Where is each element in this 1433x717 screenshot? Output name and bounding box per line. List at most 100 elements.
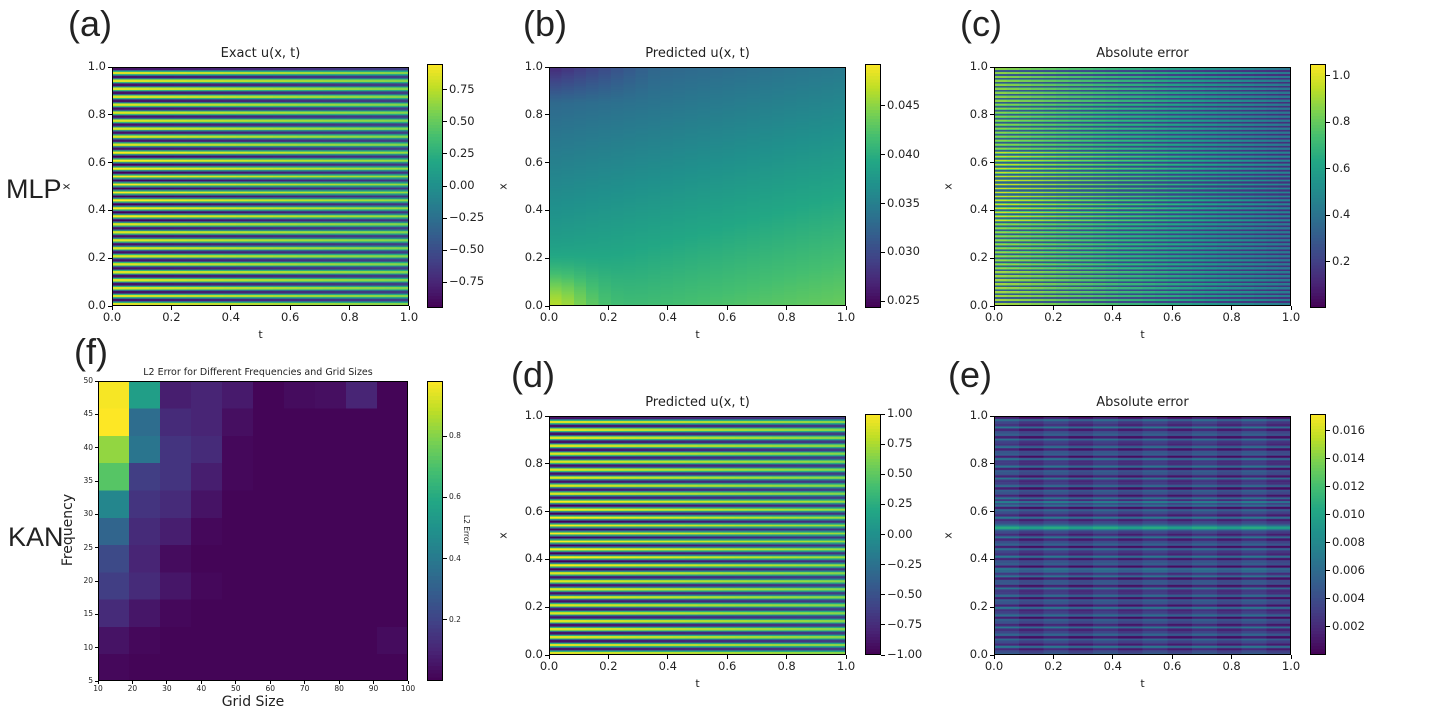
x-tick-mark [607, 655, 609, 659]
y-tick-mark [990, 415, 994, 417]
y-tick-mark [990, 114, 994, 116]
x-tick-mark [993, 306, 995, 310]
heatmap-cell [129, 408, 161, 436]
colorbar-tick-label: 0.2 [1332, 255, 1350, 268]
y-tick-label: 0.2 [954, 601, 988, 613]
colorbar-tick-mark [443, 281, 447, 283]
heatmap-cell [346, 599, 378, 627]
x-tick-label: 0.4 [654, 660, 682, 673]
heatmap-cell [315, 599, 347, 627]
y-tick-mark [95, 547, 98, 549]
y-tick-label: 0.8 [72, 108, 106, 121]
x-tick-mark [1112, 655, 1114, 659]
heatmap-cell [315, 462, 347, 491]
heatmap-cell [377, 435, 408, 464]
colorbar-tick-mark [881, 624, 885, 626]
x-tick-mark [548, 655, 550, 659]
x-tick-mark [1231, 655, 1233, 659]
heatmap-cell [315, 408, 347, 436]
colorbar-tick-mark [881, 594, 885, 596]
y-tick-mark [990, 654, 994, 656]
heatmap-cell [253, 490, 285, 518]
x-tick-mark [338, 681, 340, 684]
colorbar-tick-label: 0.4 [1332, 209, 1350, 221]
x-tick-mark [97, 681, 99, 684]
x-tick-mark [408, 306, 410, 310]
x-tick-label: 0.0 [980, 311, 1008, 324]
y-tick-mark [990, 162, 994, 164]
x-tick-mark [726, 655, 728, 659]
panel-label-e: (e) [948, 357, 992, 393]
y-axis-label-e: x [942, 529, 955, 541]
x-tick-label: 0.6 [1158, 311, 1186, 324]
x-tick-label: 40 [191, 685, 211, 693]
x-tick-mark [548, 306, 550, 310]
heatmap-cell [377, 517, 408, 546]
y-axis-label-b: x [497, 180, 510, 192]
x-tick-label: 10 [88, 685, 108, 693]
heatmap-cell [284, 626, 316, 655]
colorbar-tick-mark [443, 121, 447, 123]
y-tick-label: 0.6 [509, 505, 543, 518]
y-tick-mark [108, 162, 112, 164]
colorbar-tick-label: 0.014 [1332, 452, 1365, 465]
heatmap-d [549, 416, 846, 655]
x-tick-mark [1112, 306, 1114, 310]
colorbar-tick-label: 0.25 [887, 498, 913, 510]
plot-frame-d [549, 416, 846, 655]
colorbar-tick-label: 0.006 [1332, 564, 1365, 577]
x-tick-label: 0.8 [773, 311, 801, 324]
heatmap-cell [377, 490, 408, 518]
heatmap-cell [191, 571, 223, 600]
heatmap-cell [315, 517, 347, 546]
x-tick-label: 1.0 [832, 311, 860, 324]
heatmap-cell [315, 435, 347, 464]
y-tick-label: 1.0 [954, 60, 988, 73]
x-tick-label: 1.0 [832, 660, 860, 673]
y-tick-label: 0.4 [509, 553, 543, 565]
x-tick-label: 0.0 [535, 660, 563, 673]
panel-label-c: (c) [960, 6, 1002, 42]
colorbar-tick-mark [881, 413, 885, 415]
x-tick-label: 0.4 [1099, 660, 1127, 673]
y-tick-label: 30 [74, 510, 93, 518]
x-tick-label: 1.0 [395, 311, 423, 324]
heatmap-cell [377, 653, 408, 681]
x-tick-mark [1171, 306, 1173, 310]
colorbar-tick-mark [1326, 261, 1330, 263]
heatmap-cell [377, 544, 408, 573]
heatmap-cell [284, 544, 316, 573]
colorbar-tick-mark [1326, 570, 1330, 572]
colorbar-tick-mark [881, 473, 885, 475]
colorbar-tick-label: 0.4 [449, 555, 461, 563]
x-tick-label: 0.6 [276, 311, 304, 324]
x-tick-mark [1290, 306, 1292, 310]
chart-title-b: Predicted u(x, t) [549, 47, 846, 60]
colorbar-tick-mark [1326, 430, 1330, 432]
heatmap-cell [129, 544, 161, 573]
colorbar-tick-mark [443, 153, 447, 155]
heatmap-f [98, 381, 408, 681]
plot-frame-b [549, 67, 846, 306]
x-tick-mark [1171, 655, 1173, 659]
heatmap-cell [284, 599, 316, 627]
colorbar-tick-mark [881, 503, 885, 505]
x-tick-label: 100 [398, 685, 418, 693]
y-tick-mark [545, 558, 549, 560]
colorbar-tick-label: −1.00 [887, 648, 922, 661]
heatmap-cell [284, 435, 316, 464]
x-tick-mark [786, 655, 788, 659]
colorbar-tick-mark [1326, 514, 1330, 516]
heatmap-cell [160, 517, 192, 546]
y-tick-mark [95, 380, 98, 382]
colorbar-tick-label: 0.012 [1332, 480, 1365, 493]
y-tick-mark [545, 209, 549, 211]
x-tick-label: 0.8 [336, 311, 364, 324]
colorbar-tick-label: 0.008 [1332, 536, 1365, 549]
y-tick-label: 0.2 [72, 252, 106, 264]
x-tick-mark [230, 306, 232, 310]
colorbar-tick-label: −0.25 [887, 558, 922, 571]
y-tick-label: 50 [74, 377, 93, 385]
x-tick-label: 0.2 [1039, 311, 1067, 324]
colorbar-frame-c [1310, 64, 1326, 308]
